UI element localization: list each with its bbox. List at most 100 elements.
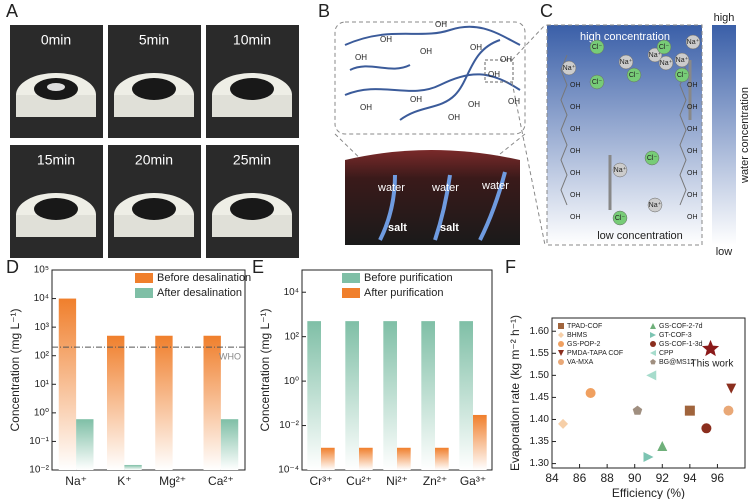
x-tick-label: Ca²⁺	[208, 474, 234, 488]
ion-label: Na⁺	[660, 59, 673, 67]
panel-label: C	[540, 1, 553, 21]
hydroxyl: OH	[687, 82, 698, 89]
bar	[107, 335, 125, 470]
y-tick-label: 10²	[35, 350, 50, 361]
hydroxyl: OH	[468, 100, 480, 109]
ion-label: Na⁺	[676, 56, 689, 64]
sponge-side	[16, 95, 96, 117]
plot-frame	[551, 317, 746, 469]
legend-marker	[650, 359, 656, 365]
bar	[435, 447, 449, 470]
x-tick-label: 86	[573, 471, 587, 485]
legend-label: GS-COF-1-3d	[659, 341, 703, 348]
hydroxyl: OH	[500, 55, 512, 64]
hydroxyl: OH	[410, 95, 422, 104]
ion-label: Cl⁻	[629, 72, 640, 79]
hydroxyl: OH	[488, 70, 500, 79]
point	[632, 405, 643, 415]
hydroxyl: OH	[570, 104, 581, 111]
plot-frame	[51, 269, 246, 471]
y-tick-label: 1.40	[530, 414, 550, 425]
panel-label: B	[318, 1, 330, 21]
ion-label: Na⁺	[620, 58, 633, 66]
legend-marker	[650, 323, 656, 329]
low-concentration: low concentration	[597, 230, 683, 242]
ion	[589, 39, 605, 55]
salt	[47, 83, 65, 91]
x-tick-label: 84	[545, 471, 559, 485]
legend-swatch	[342, 288, 360, 298]
y-tick-label: 10⁴	[34, 293, 49, 304]
legend-marker	[650, 350, 656, 356]
hydroxyl: OH	[687, 214, 698, 221]
absorber	[132, 78, 176, 100]
x-axis-title: Efficiency (%)	[612, 486, 685, 499]
ion-label: Na⁺	[649, 51, 662, 59]
salt-label: salt	[440, 222, 459, 234]
y-tick-label: 1.50	[530, 370, 550, 381]
legend-label: After purification	[364, 287, 443, 299]
ion	[589, 74, 605, 90]
hydroxyl: OH	[570, 170, 581, 177]
x-tick-label: 88	[600, 471, 614, 485]
x-tick-label: Na⁺	[65, 474, 87, 488]
point	[585, 388, 596, 398]
hydroxyl: OH	[570, 192, 581, 199]
y-tick-label: 10⁻¹	[29, 436, 49, 447]
point	[643, 451, 654, 462]
water-label: water	[377, 182, 405, 194]
water-label: water	[431, 182, 459, 194]
panel-label: A	[6, 1, 18, 21]
panel-label: E	[252, 257, 264, 277]
hydroxyl: OH	[687, 126, 698, 133]
bar	[155, 335, 173, 470]
y-tick-label: 1.35	[530, 436, 550, 447]
legend-marker	[558, 323, 564, 329]
high-concentration: high concentration	[580, 31, 670, 43]
x-tick-label: K⁺	[117, 474, 131, 488]
y-tick-label: 10⁻²	[29, 465, 49, 476]
absorber	[34, 198, 78, 220]
bar	[421, 321, 435, 470]
point	[657, 440, 668, 451]
legend-label: PMDA-TAPA COF	[567, 350, 623, 357]
bar	[473, 414, 487, 470]
flow-arrows	[608, 60, 692, 210]
y-tick-label: 1.55	[530, 348, 550, 359]
y-tick-label: 10⁻⁴	[278, 465, 299, 476]
legend-marker	[558, 332, 564, 338]
y-tick-label: 10⁻²	[279, 420, 299, 431]
ion	[612, 210, 628, 226]
y-tick-label: 10³	[35, 322, 50, 333]
hydroxyl: OH	[355, 53, 367, 62]
bar	[359, 447, 373, 470]
hydroxyl: OH	[687, 170, 698, 177]
legend-label: BHMS	[567, 332, 588, 339]
y-tick-label: 10⁰	[34, 407, 49, 418]
ion-label: Cl⁻	[677, 72, 688, 79]
legend-marker	[558, 341, 564, 347]
point	[558, 418, 569, 429]
absorber	[132, 198, 176, 220]
scale-title: water concentration	[739, 87, 751, 184]
legend-label: BG@MS12	[659, 359, 695, 366]
legend-marker	[650, 341, 656, 347]
scale-low: low	[716, 246, 733, 258]
time-label: 20min	[135, 152, 173, 168]
time-label: 15min	[37, 152, 75, 168]
water-arrows	[378, 171, 507, 241]
bar	[345, 321, 359, 470]
legend-label: CPP	[659, 350, 674, 357]
hydroxyl: OH	[570, 126, 581, 133]
polymer-chains	[344, 25, 521, 121]
x-tick-label: 94	[683, 471, 697, 485]
sponge-side	[16, 215, 96, 237]
hydroxyl: OH	[570, 214, 581, 221]
ion	[644, 150, 660, 166]
time-label: 5min	[139, 32, 169, 48]
legend-label: VA-MXA	[567, 359, 594, 366]
aerogel	[345, 150, 520, 245]
bar	[124, 464, 142, 470]
y-axis-title: Concentration (mg L⁻¹)	[258, 308, 272, 431]
